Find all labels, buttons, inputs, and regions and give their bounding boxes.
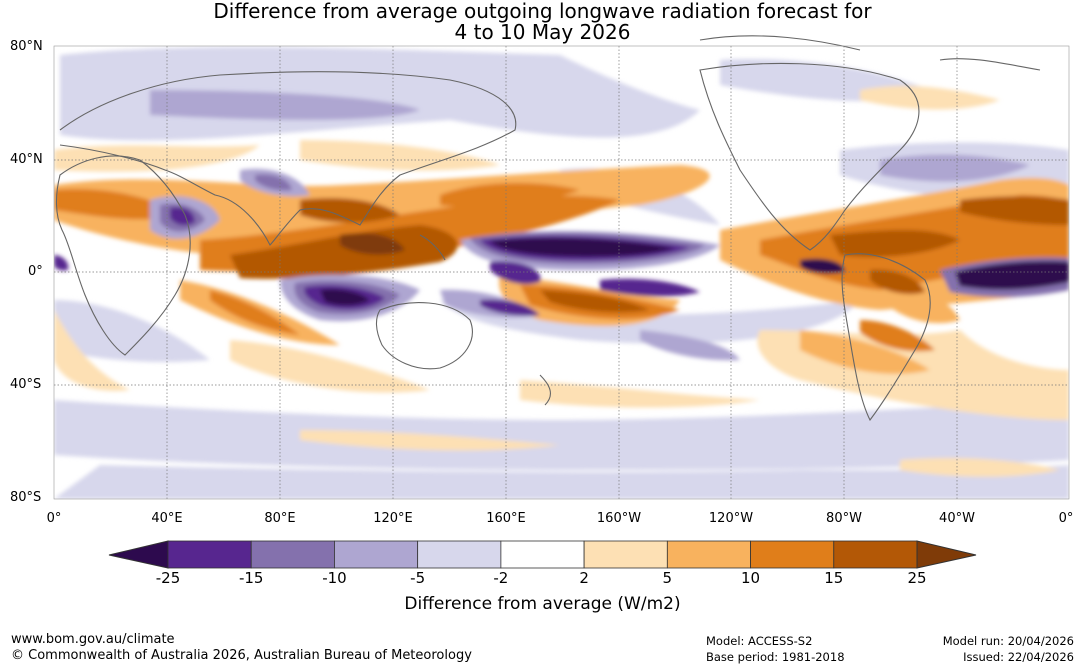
lat-label-80n: 80°N <box>10 39 43 54</box>
lon-label-120e: 120°E <box>373 511 413 526</box>
chart-title-line-2: 4 to 10 May 2026 <box>454 20 631 44</box>
lon-label-40w: 40°W <box>939 511 975 526</box>
lon-label-80w: 80°W <box>826 511 862 526</box>
colorbar-segment <box>833 540 918 569</box>
colorbar-segment <box>167 540 252 569</box>
colorbar-title: Difference from average (W/m2) <box>404 594 681 614</box>
colorbar-segment <box>666 540 751 569</box>
colorbar-tick-label: -25 <box>155 569 181 587</box>
colorbar-segment <box>334 540 419 569</box>
footer-model: Model: ACCESS-S2 <box>706 634 813 648</box>
footer-model-run: Model run: 20/04/2026 <box>942 634 1074 648</box>
footer-base-period: Base period: 1981-2018 <box>706 650 845 664</box>
colorbar-segment <box>750 540 835 569</box>
colorbar-segment <box>583 540 668 569</box>
colorbar-segment <box>417 540 502 569</box>
colorbar-tick-label: -2 <box>493 569 509 587</box>
chart-title-line-1: Difference from average outgoing longwav… <box>213 0 872 23</box>
footer-issued: Issued: 22/04/2026 <box>963 650 1074 664</box>
lon-label-80e: 80°E <box>264 511 296 526</box>
lon-label-0-left: 0° <box>46 511 62 526</box>
colorbar-tick-label: 10 <box>741 569 761 587</box>
anomaly-field <box>54 47 1069 499</box>
colorbar-tick-label: -15 <box>238 569 264 587</box>
colorbar-tick-label: 15 <box>824 569 844 587</box>
graticule <box>54 46 1069 499</box>
lon-label-40e: 40°E <box>151 511 183 526</box>
colorbar-tick-label: -10 <box>322 569 347 587</box>
lat-label-40s: 40°S <box>10 377 42 392</box>
lon-label-120w: 120°W <box>708 511 754 526</box>
lon-label-160e: 160°E <box>486 511 526 526</box>
colorbar-segment <box>250 540 335 569</box>
coastlines <box>55 35 1041 422</box>
colorbar-tick-label: 5 <box>662 569 673 587</box>
map-frame <box>53 45 1070 500</box>
colorbar-tick-label: -5 <box>410 569 426 587</box>
lon-label-160w: 160°W <box>596 511 642 526</box>
lat-label-0: 0° <box>28 264 43 279</box>
colorbar-tick-label: 2 <box>579 569 589 587</box>
colorbar <box>108 540 977 569</box>
colorbar-segment <box>500 540 585 569</box>
lat-label-40n: 40°N <box>10 152 43 167</box>
colorbar-tick-label: 25 <box>907 569 927 587</box>
footer-copyright: © Commonwealth of Australia 2026, Austra… <box>11 648 472 663</box>
colorbar-extend-high <box>916 540 977 569</box>
footer-website[interactable]: www.bom.gov.au/climate <box>11 632 175 647</box>
lat-label-80s: 80°S <box>10 490 42 505</box>
colorbar-extend-low <box>108 540 169 569</box>
lon-label-0-right: 0° <box>1058 511 1074 526</box>
